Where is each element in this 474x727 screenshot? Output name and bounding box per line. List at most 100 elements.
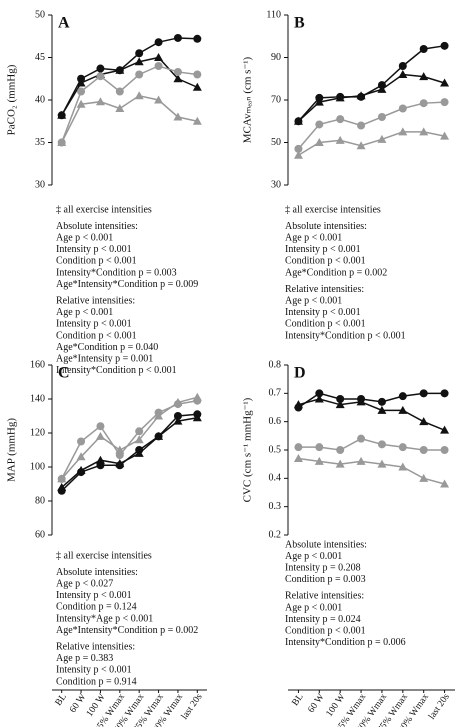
marker xyxy=(173,412,182,420)
panel-label: D xyxy=(294,365,306,382)
marker xyxy=(57,482,67,491)
stat-note: Absolute intensities: xyxy=(56,567,138,578)
stat-note: Intensity p = 0.208 xyxy=(285,562,361,573)
marker xyxy=(440,446,449,454)
y-tick-label: 140 xyxy=(30,393,45,404)
marker xyxy=(77,437,86,446)
marker xyxy=(419,417,429,426)
marker xyxy=(173,112,183,121)
panel: 0.2 0.3 0.4 0.5 0.6 0.7 0.8 D CVC (cm s⁻¹ mmHg⁻¹… xyxy=(242,359,455,727)
marker xyxy=(357,121,366,130)
marker xyxy=(398,127,408,136)
stat-note: Age p < 0.001 xyxy=(56,232,113,243)
marker xyxy=(419,72,429,81)
y-tick-label: 30 xyxy=(35,179,45,190)
x-tick-label: last 20s xyxy=(180,692,205,722)
marker xyxy=(293,150,303,159)
stat-note: Age p < 0.001 xyxy=(56,307,113,318)
panel-label: C xyxy=(58,365,70,382)
stat-note: Condition p < 0.001 xyxy=(285,319,366,330)
marker xyxy=(76,465,86,474)
marker xyxy=(57,110,67,119)
y-tick-label: 110 xyxy=(266,9,281,20)
marker xyxy=(419,446,428,454)
stat-note: Intensity p < 0.001 xyxy=(56,665,132,676)
stat-note: Relative intensities: xyxy=(285,591,364,602)
marker xyxy=(440,479,450,488)
stat-note: Condition p < 0.001 xyxy=(56,256,137,267)
x-tick-label: BL xyxy=(291,692,306,708)
marker xyxy=(173,74,183,83)
series-line xyxy=(61,413,198,492)
stat-note: Relative intensities: xyxy=(56,641,135,652)
y-tick-label: 0.3 xyxy=(269,501,282,512)
stat-note: Relative intensities: xyxy=(56,295,135,306)
marker xyxy=(356,456,366,465)
stat-note: Age p < 0.001 xyxy=(285,232,342,243)
y-tick-label: 80 xyxy=(35,495,45,506)
stat-note: Condition p < 0.001 xyxy=(285,256,366,267)
series-line xyxy=(297,45,445,122)
stat-note: Condition p < 0.001 xyxy=(56,330,137,341)
panel-label: B xyxy=(294,15,305,32)
stat-note: Intensity p < 0.001 xyxy=(56,319,132,330)
stat-note: Intensity p < 0.001 xyxy=(56,244,132,255)
marker xyxy=(315,120,324,129)
stat-note: Intensity*Condition p = 0.003 xyxy=(56,267,177,278)
marker xyxy=(314,97,324,106)
y-tick-label: 160 xyxy=(30,359,45,370)
marker xyxy=(154,38,163,47)
stat-note: Age*Intensity*Condition p = 0.009 xyxy=(56,279,198,290)
stat-note: Absolute intensities: xyxy=(285,539,367,550)
marker xyxy=(115,459,125,468)
stat-note: Age*Condition p = 0.040 xyxy=(56,342,158,353)
marker xyxy=(440,41,449,50)
marker xyxy=(440,98,449,107)
panel: 30 50 70 90 110 B MCAvₘₑₐₙ (cm s⁻¹) ‡ all exerc… xyxy=(242,9,450,341)
marker xyxy=(315,389,324,398)
panel: 30 35 40 45 50 A PaCO₂ (mmHg) ‡ all exercise in… xyxy=(6,9,202,376)
y-tick-label: 35 xyxy=(35,137,45,148)
x-tick-label: BL xyxy=(54,692,69,708)
series-line xyxy=(298,131,445,156)
panel: 60 80 100 120 140 160 C MAP (mmHg) ‡ all exercis… xyxy=(6,359,207,727)
marker xyxy=(134,448,144,457)
y-tick-label: 70 xyxy=(271,94,281,105)
stat-note: Intensity p < 0.001 xyxy=(285,244,361,255)
stat-note: Intensity*Condition p = 0.006 xyxy=(285,637,406,648)
marker xyxy=(335,135,345,144)
marker xyxy=(115,87,124,96)
y-tick-label: 0.6 xyxy=(269,416,282,427)
marker xyxy=(336,115,345,124)
marker xyxy=(377,113,386,121)
series-line xyxy=(61,416,198,488)
marker xyxy=(335,93,345,102)
marker xyxy=(154,62,163,70)
y-tick-label: 50 xyxy=(271,137,281,148)
marker xyxy=(440,425,450,434)
marker xyxy=(398,462,408,471)
marker xyxy=(135,49,144,58)
marker xyxy=(193,34,202,43)
marker xyxy=(419,127,429,136)
marker xyxy=(95,431,105,440)
stat-note: Condition p = 0.124 xyxy=(56,602,137,613)
marker xyxy=(192,82,202,91)
y-axis-label: MAP (mmHg) xyxy=(6,418,18,482)
marker xyxy=(154,95,164,104)
marker xyxy=(377,397,386,406)
marker xyxy=(398,443,407,452)
stat-note: Intensity*Condition p < 0.001 xyxy=(285,330,406,341)
stat-note: Age p < 0.001 xyxy=(285,602,342,613)
marker xyxy=(335,400,345,409)
marker xyxy=(77,87,86,96)
marker xyxy=(398,392,407,401)
stat-note: Condition p = 0.003 xyxy=(285,574,366,585)
marker xyxy=(377,84,387,93)
marker xyxy=(173,416,183,425)
marker xyxy=(154,53,164,61)
stat-note: Age*Condition p = 0.002 xyxy=(285,267,387,278)
x-tick-label: last 20s xyxy=(427,692,452,722)
marker xyxy=(294,144,303,153)
marker xyxy=(335,459,345,468)
